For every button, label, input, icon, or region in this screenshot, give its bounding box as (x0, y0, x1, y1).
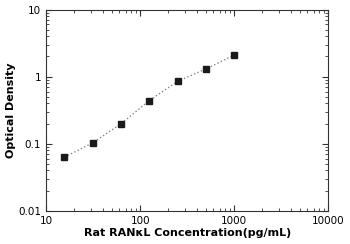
X-axis label: Rat RANκL Concentration(pg/mL): Rat RANκL Concentration(pg/mL) (84, 228, 291, 238)
Y-axis label: Optical Density: Optical Density (6, 62, 15, 158)
